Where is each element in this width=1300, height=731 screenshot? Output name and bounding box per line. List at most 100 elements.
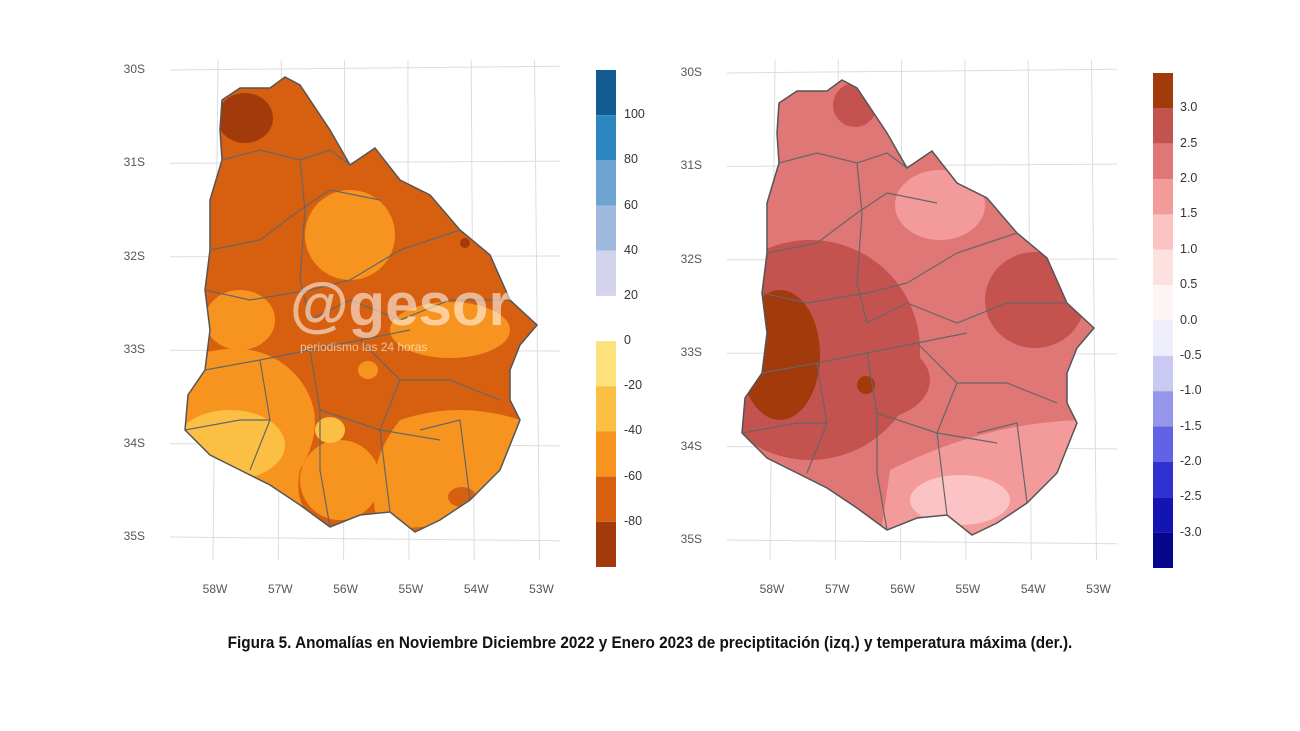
meridian-line (534, 59, 540, 561)
legend-bin (596, 341, 616, 387)
legend-tick-label: -80 (624, 513, 643, 528)
parallel-line (726, 68, 1118, 74)
legend-bin (1153, 214, 1173, 250)
longitude-label: 56W (333, 582, 358, 596)
legend-bin (1153, 179, 1173, 215)
parallel-line (169, 536, 561, 542)
latitude-label: 31S (680, 158, 702, 173)
legend-tick-label: 20 (624, 287, 638, 302)
department-border (957, 382, 1058, 404)
legend-bin (1153, 108, 1173, 144)
longitude-label: 53W (529, 582, 554, 596)
legend-bin (596, 205, 616, 251)
latitude-label: 30S (123, 62, 145, 76)
watermark-logo: @gesor (290, 271, 512, 338)
legend-tick-label: 2.5 (1180, 135, 1198, 150)
department-border (204, 229, 461, 301)
latitude-label: 33S (680, 345, 702, 360)
latitude-label: 31S (123, 155, 145, 170)
longitude-label: 58W (202, 582, 228, 596)
legend-tick-label: -2.0 (1180, 453, 1202, 468)
latitude-label: 32S (123, 248, 145, 263)
latitude-label: 30S (680, 65, 702, 79)
watermark-tagline: periodismo las 24 horas (300, 340, 428, 354)
legend-tick-label: 0.5 (1180, 277, 1198, 292)
department-border (866, 302, 1067, 324)
department-border (976, 422, 1028, 504)
legend-tick-label: 0 (624, 333, 631, 348)
department-border (766, 192, 938, 254)
legend-tick-label: -1.0 (1180, 383, 1202, 398)
legend-tick-label: -40 (624, 423, 643, 438)
legend-tick-label: -1.5 (1180, 418, 1202, 433)
department-border (309, 349, 331, 528)
latitude-label: 34S (680, 438, 702, 453)
longitude-label: 57W (267, 582, 293, 596)
latitude-label: 33S (123, 342, 145, 357)
department-border (299, 159, 311, 321)
legend-bin (596, 386, 616, 432)
legend-bin (1153, 391, 1173, 427)
legend-tick-label: 3.0 (1180, 100, 1198, 115)
department-border (876, 412, 998, 444)
legend-bin (596, 70, 616, 116)
legend-bin (1153, 426, 1173, 462)
legend-tick-label: 2.0 (1180, 171, 1198, 186)
legend-bin (596, 250, 616, 296)
legend-tick-label: -20 (624, 378, 643, 393)
parallel-line (169, 65, 561, 71)
legend-bin (1153, 285, 1173, 321)
legend-bin (1153, 73, 1173, 109)
temperature-legend-bar (1153, 73, 1173, 568)
legend-bin (596, 431, 616, 477)
legend-bin (596, 521, 616, 567)
legend-tick-label: -2.5 (1180, 489, 1202, 504)
department-border (319, 409, 441, 441)
longitude-label: 55W (955, 582, 981, 596)
legend-tick-label: -3.0 (1180, 524, 1202, 539)
legend-tick-label: 60 (624, 197, 638, 212)
department-border (184, 419, 270, 431)
department-border (866, 352, 888, 531)
legend-bin (1153, 532, 1173, 568)
legend-tick-label: 0.0 (1180, 312, 1198, 327)
precipitation-legend-bar (596, 70, 616, 567)
longitude-label: 53W (1086, 582, 1111, 596)
legend-tick-label: 1.0 (1180, 241, 1198, 256)
meridian-line (1091, 59, 1097, 561)
latitude-label: 35S (123, 529, 145, 543)
department-border (400, 379, 501, 401)
legend-bin (1153, 320, 1173, 356)
department-border (916, 342, 958, 516)
latitude-label: 35S (680, 532, 702, 546)
parallel-line (726, 539, 1118, 545)
department-border (419, 419, 471, 501)
legend-bin (1153, 355, 1173, 392)
longitude-label: 57W (824, 582, 850, 596)
longitude-label: 56W (890, 582, 915, 596)
department-border (209, 189, 381, 251)
legend-tick-label: -0.5 (1180, 347, 1202, 362)
legend-bin (1153, 461, 1173, 498)
figure-caption: Figura 5. Anomalías en Noviembre Diciemb… (227, 633, 1073, 652)
department-border (741, 422, 827, 434)
legend-bin (1153, 497, 1173, 533)
legend-bin (596, 160, 616, 206)
legend-tick-label: 80 (624, 152, 638, 167)
department-borders-right (741, 152, 1067, 531)
legend-bin (1153, 249, 1173, 286)
latitude-label: 32S (680, 251, 702, 266)
legend-bin (596, 476, 616, 522)
temperature-map (742, 80, 1094, 535)
department-border (359, 339, 401, 513)
latitude-label: 34S (123, 435, 145, 450)
legend-tick-label: 1.5 (1180, 206, 1198, 221)
legend-bin (1153, 143, 1173, 180)
longitude-label: 55W (398, 582, 424, 596)
longitude-label: 54W (1020, 582, 1046, 596)
department-border (309, 299, 510, 321)
legend-tick-label: 100 (624, 107, 645, 122)
longitude-label: 58W (759, 582, 785, 596)
department-border (761, 232, 1018, 304)
